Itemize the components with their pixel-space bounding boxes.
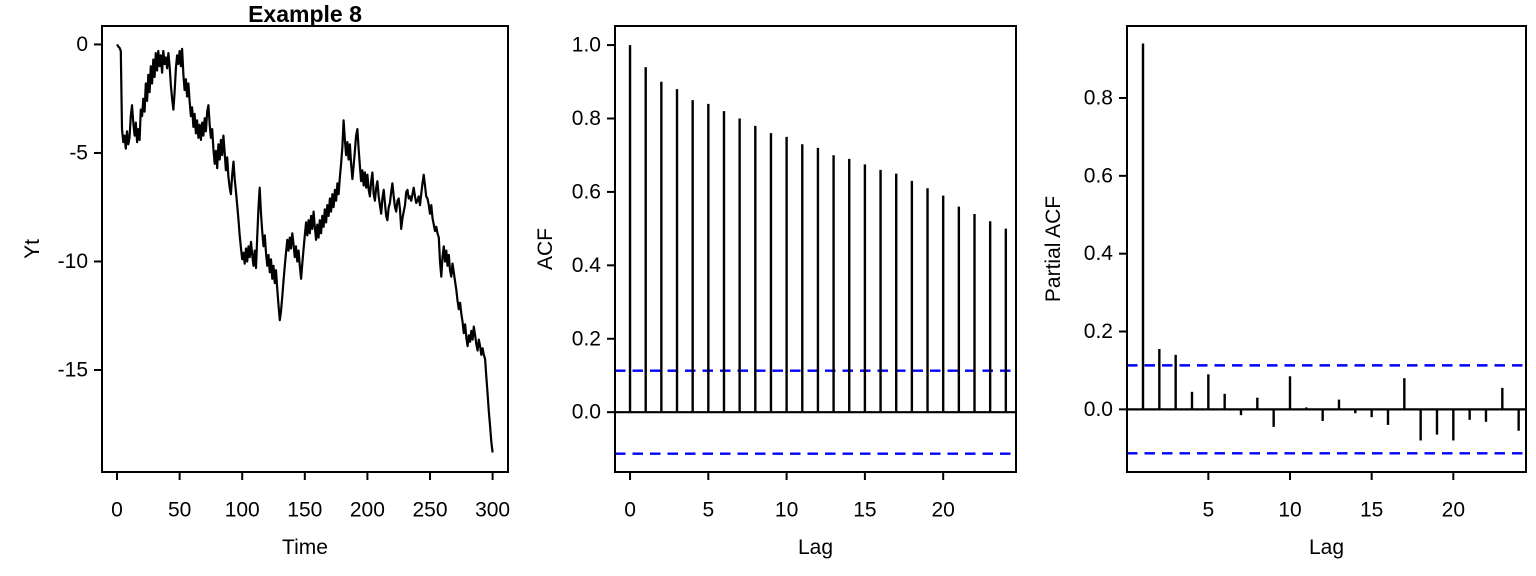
acf-ytick-label: 0.2 [572,327,601,350]
pacf-tick-labels: 5 10 15 20 0.0 0.2 0.4 0.6 0.8 [1084,86,1465,521]
acf-xtick-label: 15 [853,499,876,522]
timeseries-xtick-label: 150 [287,499,322,522]
timeseries-xtick-label: 200 [350,499,385,522]
pacf-axis-ticks [1119,96,1455,480]
acf-xlabel: Lag [797,536,834,559]
pacf-xtick-label: 20 [1442,499,1465,522]
acf-xtick-label: 5 [702,499,714,522]
timeseries-xtick-label: 250 [412,499,447,522]
timeseries-ytick-label: -5 [69,141,88,164]
acf-ytick-label: 0.0 [572,401,601,424]
timeseries-xtick-label: 100 [225,499,260,522]
pacf-xtick-label: 10 [1278,499,1301,522]
timeseries-xtick-label: 50 [168,499,191,522]
pacf-ytick-label: 0.0 [1084,398,1113,421]
pacf-panel: 5 10 15 20 0.0 0.2 0.4 0.6 0.8 [1084,25,1527,522]
acf-ytick-label: 0.4 [572,254,602,277]
acf-ytick-label: 0.6 [572,180,601,203]
pacf-plot-box [1126,25,1527,473]
pacf-ytick-label: 0.8 [1084,86,1113,109]
acf-xtick-label: 20 [932,499,955,522]
timeseries-xlabel: Time [282,536,328,559]
timeseries-title: Example 8 [248,1,362,27]
pacf-bars [1141,43,1520,441]
acf-panel: 0 5 10 15 20 0.0 0.2 0.4 0.6 0.8 1.0 [572,25,1017,522]
timeseries-axis-ticks [94,43,494,480]
timeseries-line [116,43,494,453]
pacf-xtick-label: 15 [1360,499,1383,522]
pacf-ytick-label: 0.2 [1084,320,1113,343]
acf-axis-ticks [607,44,945,480]
acf-xtick-label: 0 [624,499,636,522]
pacf-ylabel: Partial ACF [1042,195,1065,303]
acf-xtick-label: 10 [775,499,798,522]
acf-ytick-label: 1.0 [572,34,601,57]
acf-ytick-label: 0.8 [572,107,601,130]
timeseries-ytick-label: 0 [76,33,88,56]
timeseries-ytick-label: -15 [58,358,88,381]
timeseries-ytick-label: -10 [58,250,88,273]
acf-tick-labels: 0 5 10 15 20 0.0 0.2 0.4 0.6 0.8 1.0 [572,34,955,522]
acf-plot-box [614,25,1017,473]
timeseries-panel: 0 50 100 150 200 250 300 0 -5 -10 -15 [58,25,510,522]
timeseries-xtick-label: 0 [111,499,123,522]
pacf-ytick-label: 0.6 [1084,164,1113,187]
timeseries-ylabel: Yt [21,239,44,259]
acf-bars [628,45,1008,413]
acf-ylabel: ACF [534,228,557,270]
timeseries-xtick-label: 300 [475,499,510,522]
pacf-ytick-label: 0.4 [1084,242,1114,265]
timeseries-tick-labels: 0 50 100 150 200 250 300 0 -5 -10 -15 [58,33,510,522]
timeseries-plot-box [101,25,509,473]
pacf-xtick-label: 5 [1202,499,1214,522]
pacf-xlabel: Lag [1308,536,1345,559]
